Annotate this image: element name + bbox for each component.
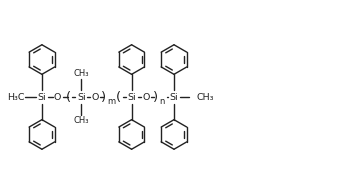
Text: n: n — [160, 97, 165, 107]
Text: Si: Si — [170, 93, 178, 101]
Text: CH₃: CH₃ — [197, 93, 214, 101]
Text: O: O — [143, 93, 150, 101]
Text: (: ( — [116, 90, 121, 104]
Text: Si: Si — [127, 93, 136, 101]
Text: H₃C: H₃C — [8, 93, 25, 101]
Text: CH₃: CH₃ — [74, 116, 89, 125]
Text: O: O — [92, 93, 99, 101]
Text: m: m — [107, 97, 115, 107]
Text: Si: Si — [37, 93, 46, 101]
Text: (: ( — [66, 90, 71, 104]
Text: O: O — [54, 93, 61, 101]
Text: Si: Si — [77, 93, 86, 101]
Text: CH₃: CH₃ — [74, 69, 89, 78]
Text: ): ) — [101, 90, 107, 104]
Text: ): ) — [153, 90, 158, 104]
